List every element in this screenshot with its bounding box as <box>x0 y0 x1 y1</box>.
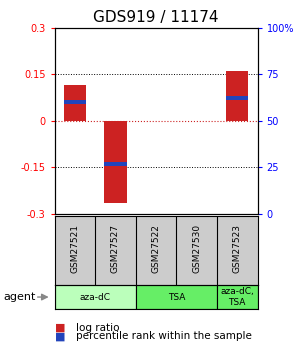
Text: GSM27527: GSM27527 <box>111 224 120 273</box>
Bar <box>104 161 127 166</box>
Text: agent: agent <box>3 292 35 302</box>
Text: GSM27530: GSM27530 <box>192 224 201 273</box>
Text: ■: ■ <box>55 323 65 333</box>
Bar <box>226 71 248 121</box>
Text: GSM27522: GSM27522 <box>152 224 161 273</box>
Text: aza-dC: aza-dC <box>80 293 111 302</box>
Bar <box>104 121 127 203</box>
Bar <box>226 96 248 100</box>
Bar <box>64 100 86 104</box>
Bar <box>136 285 217 309</box>
Text: percentile rank within the sample: percentile rank within the sample <box>76 332 251 341</box>
Text: log ratio: log ratio <box>76 323 119 333</box>
Text: ■: ■ <box>55 332 65 341</box>
Text: TSA: TSA <box>168 293 185 302</box>
Bar <box>64 85 86 121</box>
Title: GDS919 / 11174: GDS919 / 11174 <box>93 10 219 25</box>
Bar <box>55 285 136 309</box>
Text: GSM27521: GSM27521 <box>70 224 79 273</box>
Text: GSM27523: GSM27523 <box>233 224 242 273</box>
Text: aza-dC,
TSA: aza-dC, TSA <box>220 287 254 307</box>
Bar <box>217 285 258 309</box>
